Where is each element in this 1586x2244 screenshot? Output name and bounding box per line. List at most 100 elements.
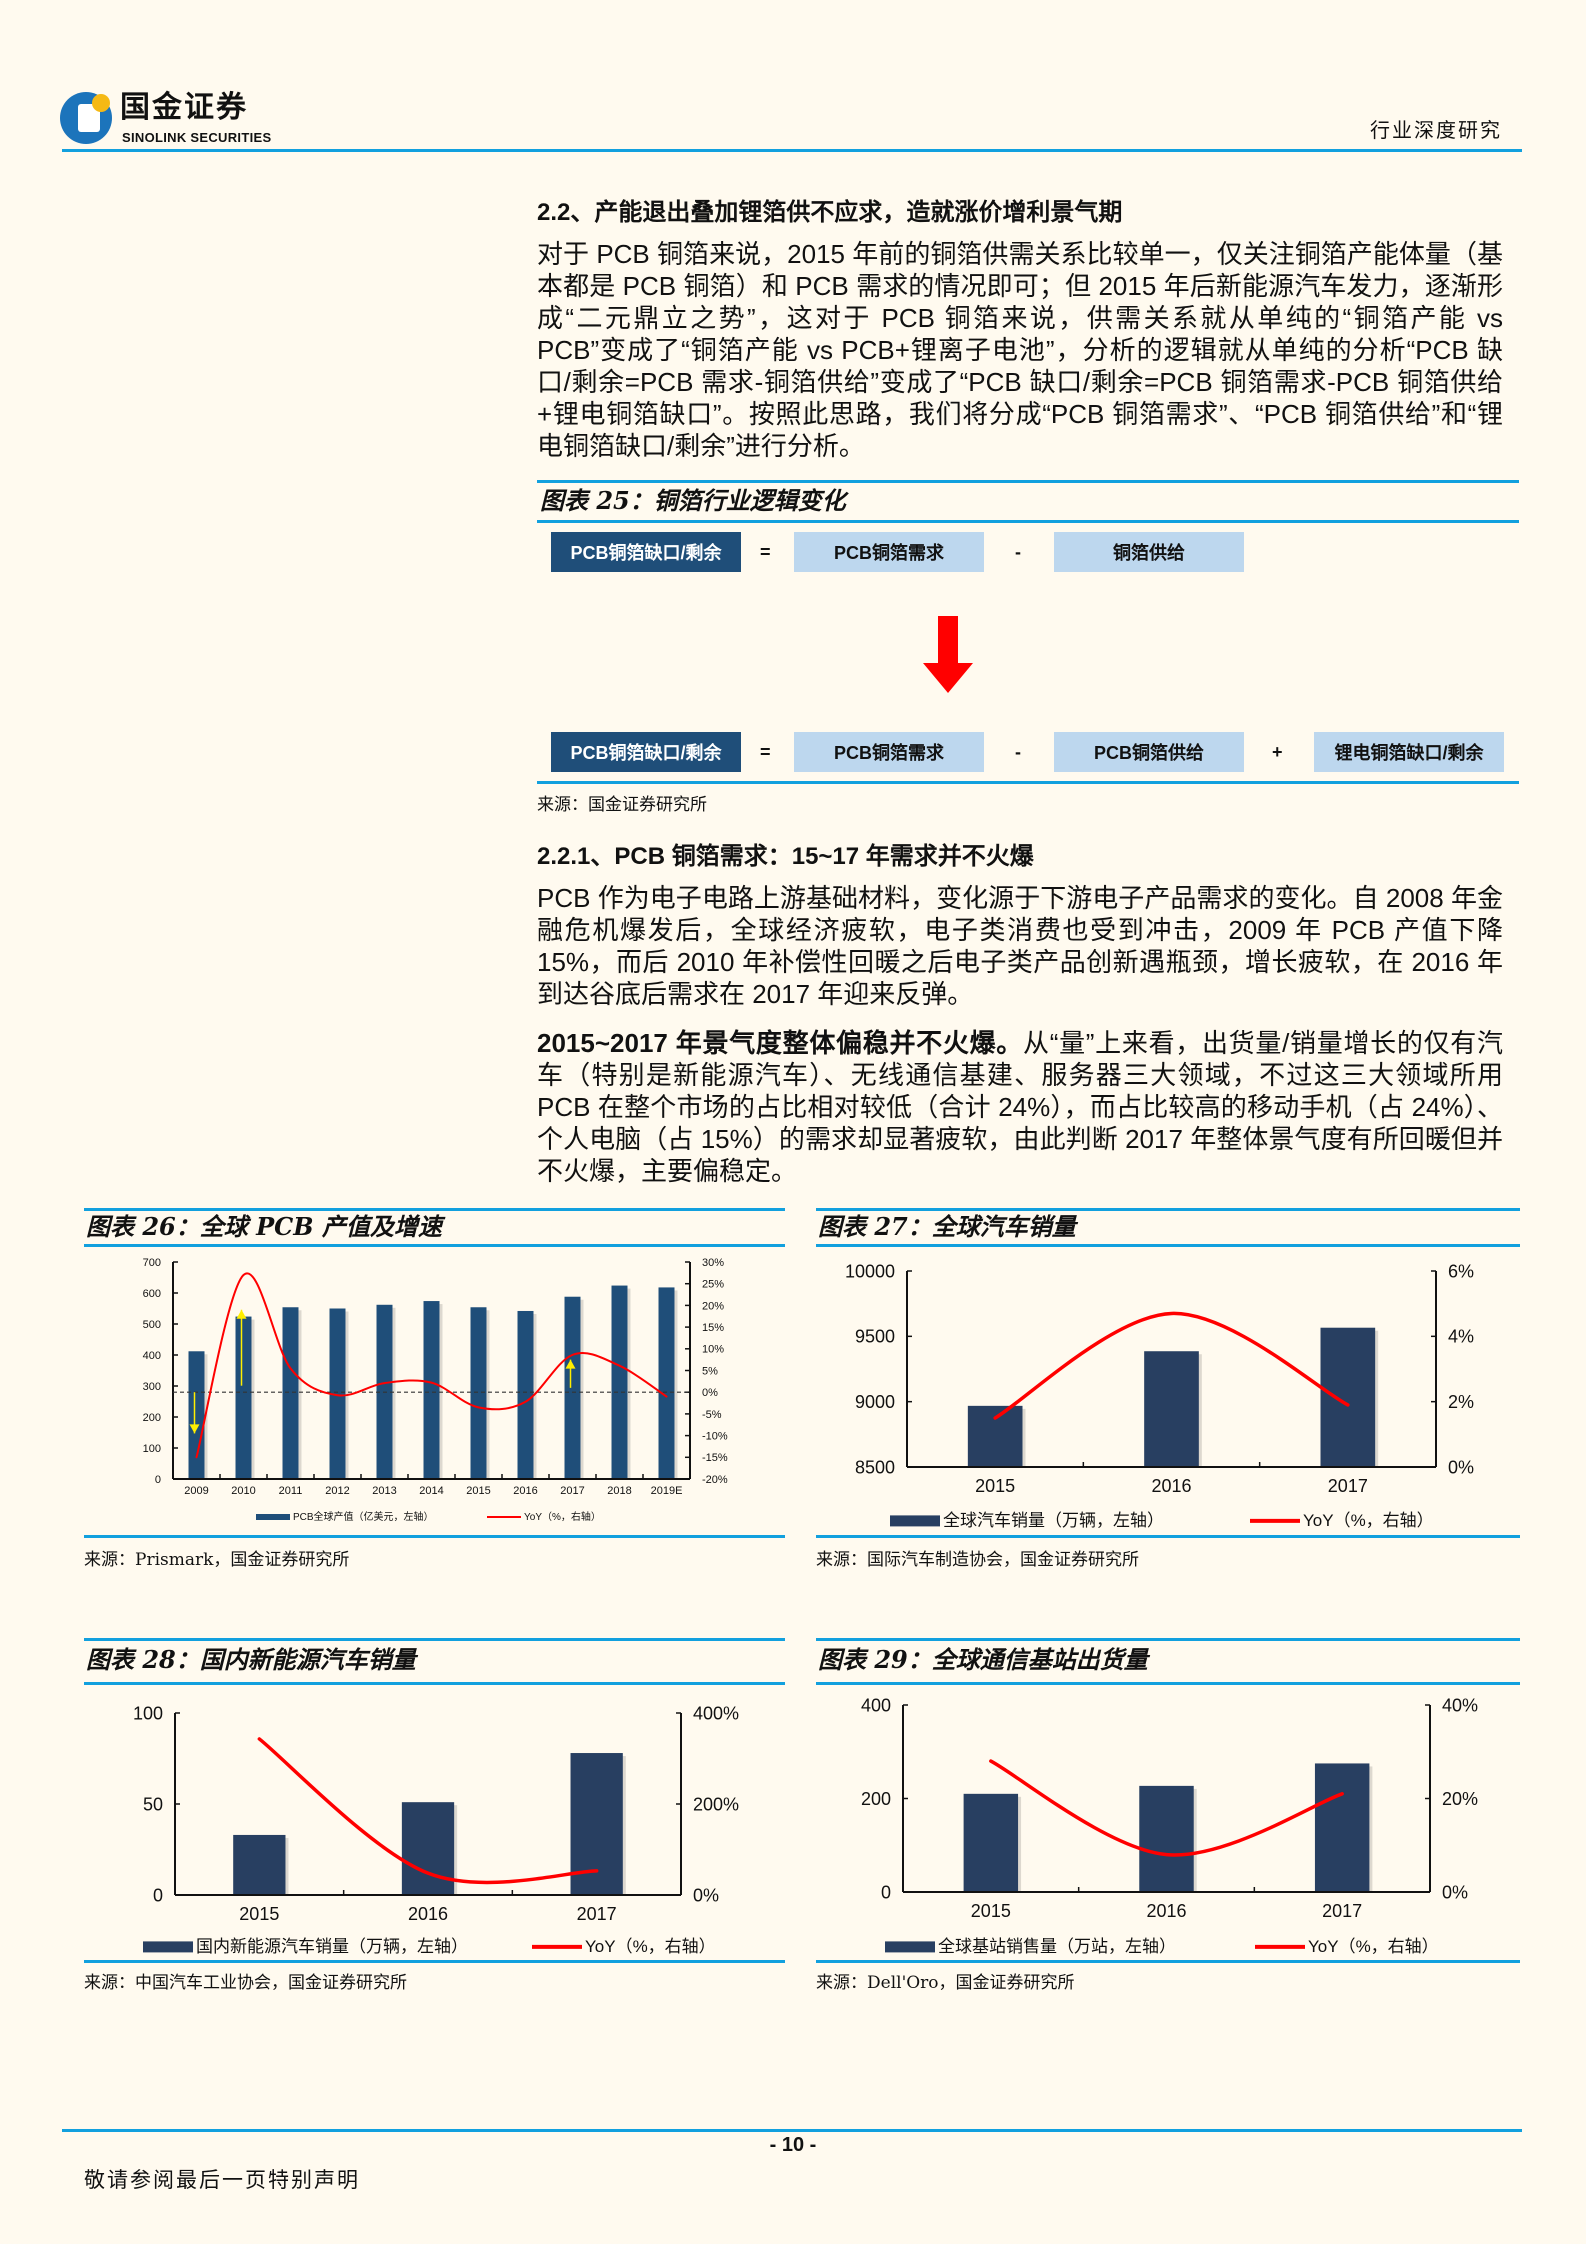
y-tick-label-left: 9500 xyxy=(855,1327,895,1347)
y-tick-label-right: 15% xyxy=(702,1322,724,1334)
legend-label-line: YoY（%，右轴） xyxy=(1303,1511,1434,1530)
x-tick-label: 2017 xyxy=(560,1485,584,1497)
legend-label-line: YoY（%，右轴） xyxy=(524,1510,601,1523)
x-tick-label: 2016 xyxy=(408,1904,448,1924)
y-tick-label-left: 10000 xyxy=(845,1261,895,1281)
y-tick-label-right: 0% xyxy=(1442,1882,1468,1902)
y-tick-label-left: 500 xyxy=(143,1319,161,1331)
legend-label-bar: 全球基站销售量（万站，左轴） xyxy=(938,1937,1176,1956)
y-tick-label-right: 0% xyxy=(693,1885,719,1905)
y-tick-label-left: 0 xyxy=(153,1885,163,1905)
yoy-line xyxy=(195,1272,668,1459)
x-tick-label: 2017 xyxy=(1322,1901,1362,1921)
diagram-operator-minus: - xyxy=(1015,542,1021,562)
x-tick-label: 2012 xyxy=(325,1485,349,1497)
bar xyxy=(1314,1763,1370,1892)
y-tick-label-right: -20% xyxy=(702,1474,728,1486)
bar xyxy=(401,1802,455,1895)
chart-base-station-shipments: 0 200 400 0% 20% 40% 2015 2016 2017 全球基站销售量（万站，左轴… xyxy=(861,1695,1478,1956)
legend-bar-swatch xyxy=(256,1514,290,1520)
figure-source: 来源：国金证券研究所 xyxy=(537,795,707,815)
body-paragraph: PCB 作为电子电路上游基础材料，变化源于下游电子产品需求的变化。自 2008 … xyxy=(537,883,1503,1009)
diagram-box-pcb-supply: PCB铜箔供给 xyxy=(1054,732,1244,772)
x-tick-label: 2010 xyxy=(231,1485,255,1497)
y-tick-label-right: 20% xyxy=(702,1300,724,1312)
chart-global-auto-sales: 8500 9000 9500 10000 0% 2% 4% 6% 2015 2016 2017 全球汽… xyxy=(845,1261,1474,1530)
bar xyxy=(423,1301,440,1479)
figure-title: 图表 29：全球通信基站出货量 xyxy=(818,1645,1148,1674)
y-tick-label-right: 10% xyxy=(702,1344,724,1356)
y-tick-label-right: 2% xyxy=(1448,1392,1474,1412)
y-tick-label-left: 700 xyxy=(143,1257,161,1269)
y-tick-label-right: 40% xyxy=(1442,1695,1478,1715)
figure-source: 来源：Prismark，国金证券研究所 xyxy=(84,1550,350,1570)
diagram-box-li-gap: 锂电铜箔缺口/剩余 xyxy=(1314,732,1504,772)
figure-title: 图表 28：国内新能源汽车销量 xyxy=(86,1645,416,1674)
y-tick-label-left: 300 xyxy=(143,1381,161,1393)
figure-divider xyxy=(84,1535,785,1538)
y-tick-label-right: 5% xyxy=(702,1365,718,1377)
y-tick-label-left: 0 xyxy=(155,1474,161,1486)
yoy-line xyxy=(257,1737,599,1885)
legend-label-bar: 全球汽车销量（万辆，左轴） xyxy=(943,1511,1164,1530)
y-tick-label-right: 200% xyxy=(693,1794,739,1814)
body-paragraph: 2015~2017 年景气度整体偏稳并不火爆。从“量”上来看，出货量/销量增长的… xyxy=(537,1027,1503,1187)
logo-dot-icon xyxy=(92,94,110,112)
bar xyxy=(233,1834,286,1895)
figure-divider xyxy=(816,1960,1520,1963)
bar xyxy=(517,1310,534,1479)
bar xyxy=(470,1307,487,1479)
x-tick-label: 2013 xyxy=(372,1485,396,1497)
x-tick-label: 2014 xyxy=(419,1485,443,1497)
y-tick-label-right: 4% xyxy=(1448,1327,1474,1347)
diagram-box-pcb-gap: PCB铜箔缺口/剩余 xyxy=(551,532,741,572)
y-tick-label-left: 200 xyxy=(143,1412,161,1424)
figure-divider xyxy=(816,1638,1520,1641)
y-tick-label-right: 6% xyxy=(1448,1261,1474,1281)
body-paragraph: 对于 PCB 铜箔来说，2015 年前的铜箔供需关系比较单一，仅关注铜箔产能体量… xyxy=(537,239,1503,461)
y-tick-label-right: 25% xyxy=(702,1279,724,1291)
x-tick-label: 2016 xyxy=(1151,1476,1191,1496)
arrow-down-head-icon xyxy=(923,663,973,693)
arrow-down-icon xyxy=(938,616,958,664)
bar xyxy=(564,1296,581,1479)
bar xyxy=(967,1405,1023,1467)
y-tick-label-right: 30% xyxy=(702,1257,724,1269)
footer-divider xyxy=(62,2129,1522,2132)
x-tick-label: 2015 xyxy=(466,1485,490,1497)
legend-label-line: YoY（%，右轴） xyxy=(1308,1937,1439,1956)
figure-divider xyxy=(84,1638,785,1641)
y-tick-label-right: 0% xyxy=(1448,1457,1474,1477)
y-tick-label-left: 0 xyxy=(881,1882,891,1902)
bar xyxy=(188,1351,205,1479)
x-tick-label: 2017 xyxy=(1328,1476,1368,1496)
x-tick-label: 2015 xyxy=(239,1904,279,1924)
y-tick-label-left: 400 xyxy=(861,1695,891,1715)
x-tick-label: 2018 xyxy=(607,1485,631,1497)
x-tick-label: 2011 xyxy=(279,1485,303,1497)
y-tick-label-right: 20% xyxy=(1442,1789,1478,1809)
figure-divider xyxy=(816,1535,1520,1538)
diagram-operator-equals: = xyxy=(760,542,771,562)
legend-bar-swatch xyxy=(885,1941,935,1953)
figure-divider xyxy=(84,1682,785,1685)
figure-divider xyxy=(537,781,1519,784)
diagram-operator-plus: + xyxy=(1272,742,1283,762)
diagram-box-pcb-demand: PCB铜箔需求 xyxy=(794,732,984,772)
legend-label-bar: PCB全球产值（亿美元，左轴） xyxy=(293,1510,434,1523)
x-tick-label: 2009 xyxy=(184,1485,208,1497)
y-tick-label-right: -10% xyxy=(702,1430,728,1442)
figure-divider xyxy=(537,480,1519,483)
diagram-box-pcb-demand: PCB铜箔需求 xyxy=(794,532,984,572)
legend-label-bar: 国内新能源汽车销量（万辆，左轴） xyxy=(196,1937,468,1956)
chart-nev-sales: 0 50 100 0% 200% 400% 2015 2016 2017 国内新能源汽车销量（万辆… xyxy=(133,1703,739,1956)
legend-bar-swatch xyxy=(143,1941,193,1953)
y-tick-label-left: 400 xyxy=(143,1350,161,1362)
figure-divider xyxy=(84,1960,785,1963)
diagram-operator-minus: - xyxy=(1015,742,1021,762)
diagram-operator-equals: = xyxy=(760,742,771,762)
y-tick-label-right: 0% xyxy=(702,1387,718,1399)
disclaimer: 敬请参阅最后一页特别声明 xyxy=(84,2168,360,2192)
paragraph-lead: 2015~2017 年景气度整体偏稳并不火爆。 xyxy=(537,1028,1023,1058)
figure-divider xyxy=(816,1208,1520,1211)
